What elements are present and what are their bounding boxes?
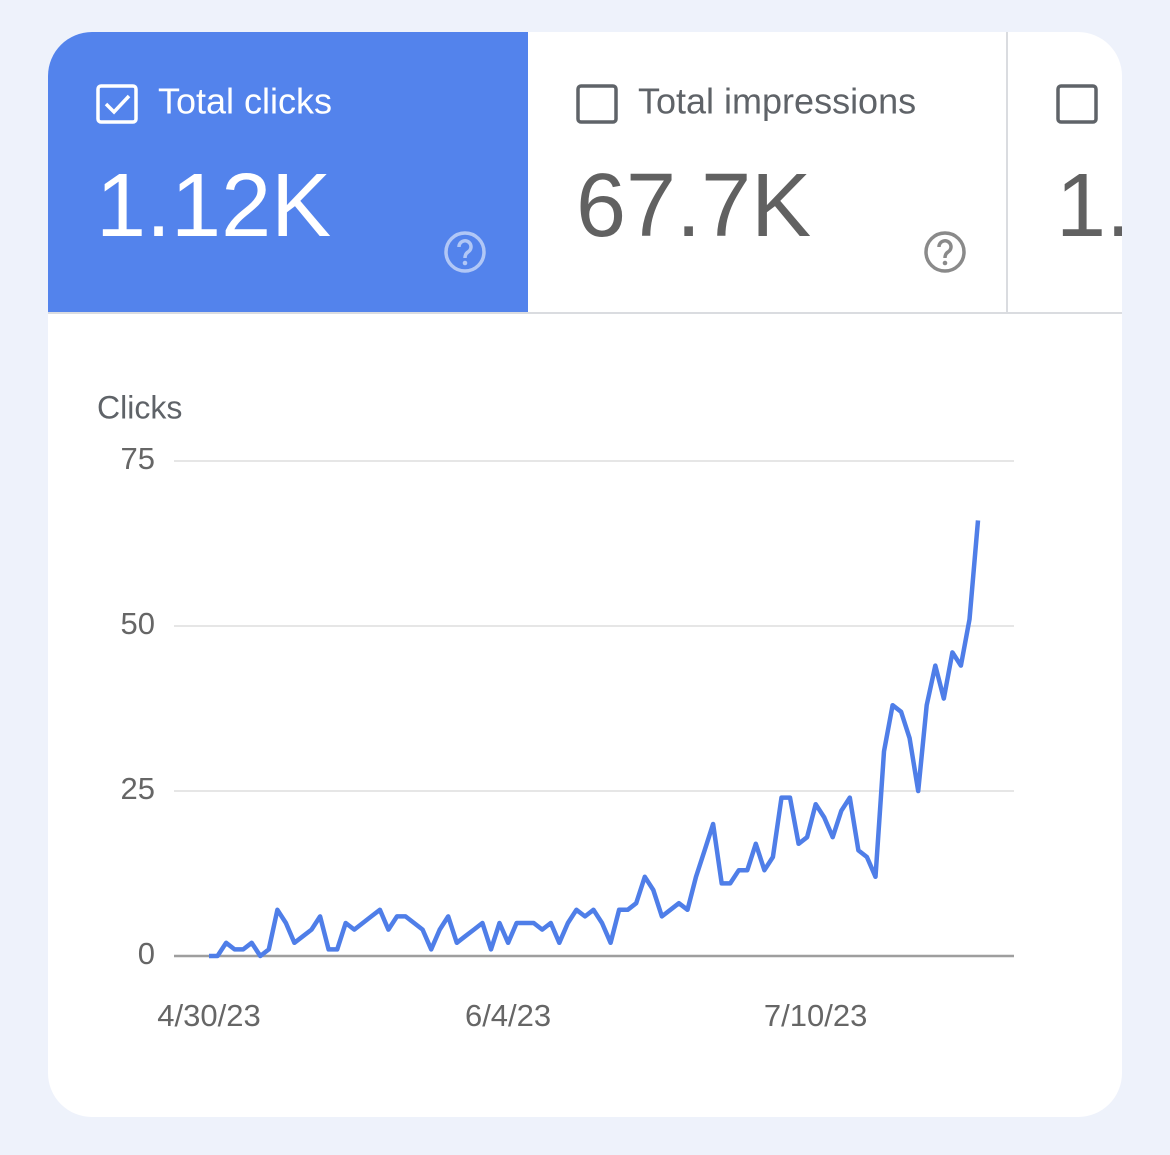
- metric-label: Total impressions: [638, 81, 916, 122]
- help-icon[interactable]: [444, 231, 486, 273]
- help-glyph: [937, 239, 953, 259]
- y-tick-label: 50: [121, 606, 155, 641]
- y-tick-label: 0: [138, 936, 155, 971]
- checkbox[interactable]: [576, 84, 618, 124]
- metric-value: 67.7K: [576, 156, 811, 256]
- metric-label: Total clicks: [158, 81, 332, 122]
- performance-card: Clicks Total clicks 1.12K Total impression…: [48, 32, 1122, 1117]
- checkbox[interactable]: [96, 84, 138, 124]
- clicks-line: [209, 520, 981, 959]
- metric-value: 1.12K: [96, 156, 331, 256]
- help-icon[interactable]: [924, 231, 966, 273]
- help-glyph: [457, 239, 473, 259]
- checkbox[interactable]: [1056, 84, 1098, 124]
- y-tick-label: 25: [121, 771, 155, 806]
- help-dot: [942, 260, 948, 266]
- layout: Clicks Total clicks 1.12K Total impression…: [48, 32, 1122, 1033]
- x-tick-label: 6/4/23: [465, 998, 551, 1033]
- card-canvas: Clicks Total clicks 1.12K Total impression…: [48, 32, 1122, 1033]
- x-tick-label: 7/10/23: [764, 998, 867, 1033]
- checkmark: [104, 94, 131, 115]
- y-tick-label: 75: [121, 441, 155, 476]
- x-tick-label: 4/30/23: [157, 998, 260, 1033]
- y-axis-label: Clicks: [97, 389, 182, 425]
- metric-value: 1.: [1056, 156, 1122, 256]
- tab-background: [48, 32, 528, 313]
- help-dot: [462, 260, 468, 266]
